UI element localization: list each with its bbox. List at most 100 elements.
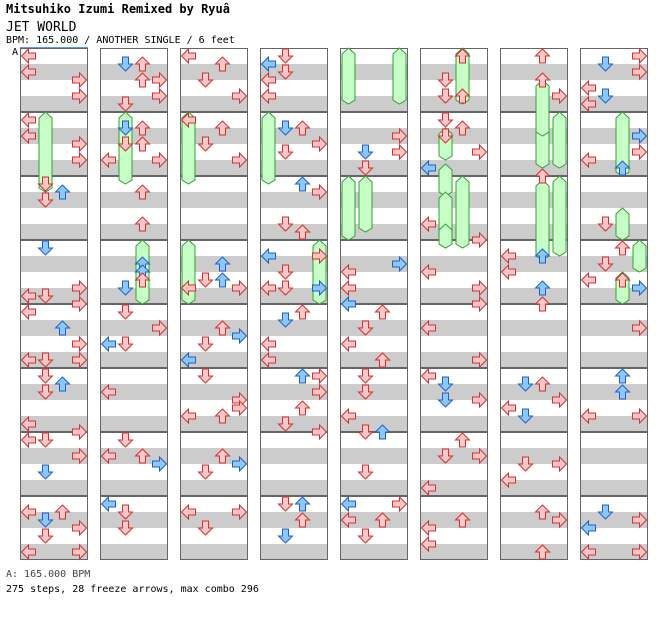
red-step-arrow xyxy=(214,448,231,464)
red-step-arrow xyxy=(260,351,276,369)
beat-stripe xyxy=(20,480,88,496)
red-step-arrow xyxy=(420,535,436,553)
red-step-arrow xyxy=(294,224,311,240)
red-step-arrow xyxy=(72,351,88,369)
blue-step-arrow xyxy=(357,144,374,160)
red-step-arrow xyxy=(534,296,551,312)
beat-stripe xyxy=(260,96,328,112)
red-step-arrow xyxy=(454,120,471,136)
beat-stripe xyxy=(500,448,568,464)
beat-stripe xyxy=(340,64,408,80)
measure-box xyxy=(580,112,648,176)
red-step-arrow xyxy=(214,408,231,424)
blue-step-arrow xyxy=(37,464,54,480)
measure-box xyxy=(100,368,168,432)
blue-step-arrow xyxy=(260,55,276,73)
beat-stripe xyxy=(340,320,408,336)
red-step-arrow xyxy=(614,272,631,288)
red-step-arrow xyxy=(392,143,408,161)
red-step-arrow xyxy=(420,479,436,497)
blue-step-arrow xyxy=(180,351,196,369)
freeze-arrow xyxy=(341,47,356,105)
red-step-arrow xyxy=(197,368,214,384)
red-step-arrow xyxy=(72,519,88,537)
red-step-arrow xyxy=(312,423,328,441)
measure-box xyxy=(340,48,408,112)
measure-box xyxy=(20,432,88,496)
measure-box xyxy=(500,48,568,112)
measure-box xyxy=(420,432,488,496)
red-step-arrow xyxy=(37,352,54,368)
beat-stripe xyxy=(260,512,328,528)
measure-box xyxy=(500,432,568,496)
beat-stripe xyxy=(180,96,248,112)
red-step-arrow xyxy=(312,383,328,401)
red-step-arrow xyxy=(72,71,88,89)
red-step-arrow xyxy=(20,431,36,449)
blue-step-arrow xyxy=(420,159,436,177)
red-step-arrow xyxy=(117,432,134,448)
beat-stripe xyxy=(340,160,408,176)
beat-stripe xyxy=(180,352,248,368)
red-step-arrow xyxy=(180,111,196,129)
red-step-arrow xyxy=(580,79,596,97)
beat-stripe xyxy=(260,256,328,272)
beat-stripe xyxy=(180,384,248,400)
artist-line: Mitsuhiko Izumi Remixed by Ryuâ xyxy=(6,2,230,16)
red-step-arrow xyxy=(37,528,54,544)
beat-stripe xyxy=(20,512,88,528)
measure-box xyxy=(580,48,648,112)
blue-step-arrow xyxy=(340,295,356,313)
red-step-arrow xyxy=(232,399,248,417)
beat-stripe xyxy=(180,320,248,336)
freeze-arrow xyxy=(535,179,550,261)
red-step-arrow xyxy=(632,543,648,561)
red-step-arrow xyxy=(260,335,276,353)
beat-stripe xyxy=(180,288,248,304)
beat-stripe xyxy=(580,96,648,112)
beat-stripe xyxy=(500,352,568,368)
beat-stripe xyxy=(100,320,168,336)
red-step-arrow xyxy=(472,351,488,369)
measure-box xyxy=(180,496,248,560)
beat-stripe xyxy=(100,288,168,304)
blue-step-arrow xyxy=(597,88,614,104)
beat-stripe xyxy=(580,128,648,144)
red-step-arrow xyxy=(197,136,214,152)
beat-stripe xyxy=(500,96,568,112)
red-step-arrow xyxy=(312,135,328,153)
beat-stripe xyxy=(500,480,568,496)
red-step-arrow xyxy=(117,504,134,520)
beat-stripe xyxy=(20,416,88,432)
measure-box xyxy=(180,432,248,496)
beat-stripe xyxy=(260,544,328,560)
red-step-arrow xyxy=(214,320,231,336)
red-step-arrow xyxy=(294,120,311,136)
red-step-arrow xyxy=(500,263,516,281)
blue-step-arrow xyxy=(312,279,328,297)
beat-stripe xyxy=(580,384,648,400)
measure-box xyxy=(20,48,88,112)
red-step-arrow xyxy=(72,447,88,465)
beat-stripe xyxy=(180,160,248,176)
beat-stripe xyxy=(260,416,328,432)
red-step-arrow xyxy=(277,144,294,160)
beat-stripe xyxy=(420,64,488,80)
blue-step-arrow xyxy=(294,176,311,192)
measure-box xyxy=(20,496,88,560)
beat-stripe xyxy=(580,224,648,240)
freeze-arrow xyxy=(358,175,373,233)
blue-step-arrow xyxy=(517,408,534,424)
beat-stripe xyxy=(20,320,88,336)
blue-step-arrow xyxy=(54,320,71,336)
beat-stripe xyxy=(580,256,648,272)
beat-stripe xyxy=(420,448,488,464)
beat-stripe xyxy=(420,512,488,528)
beat-stripe xyxy=(100,416,168,432)
measure-box xyxy=(180,304,248,368)
red-step-arrow xyxy=(72,135,88,153)
blue-step-arrow xyxy=(117,280,134,296)
red-step-arrow xyxy=(454,512,471,528)
red-step-arrow xyxy=(20,111,36,129)
blue-step-arrow xyxy=(37,512,54,528)
